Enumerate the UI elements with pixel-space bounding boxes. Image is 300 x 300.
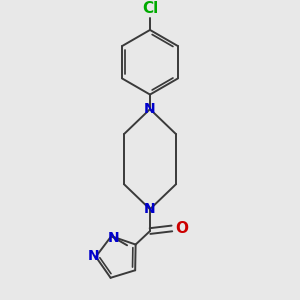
Text: N: N: [87, 249, 99, 263]
Text: N: N: [144, 102, 156, 116]
Text: N: N: [108, 231, 119, 245]
Text: O: O: [176, 221, 188, 236]
Text: N: N: [144, 202, 156, 216]
Text: Cl: Cl: [142, 2, 158, 16]
